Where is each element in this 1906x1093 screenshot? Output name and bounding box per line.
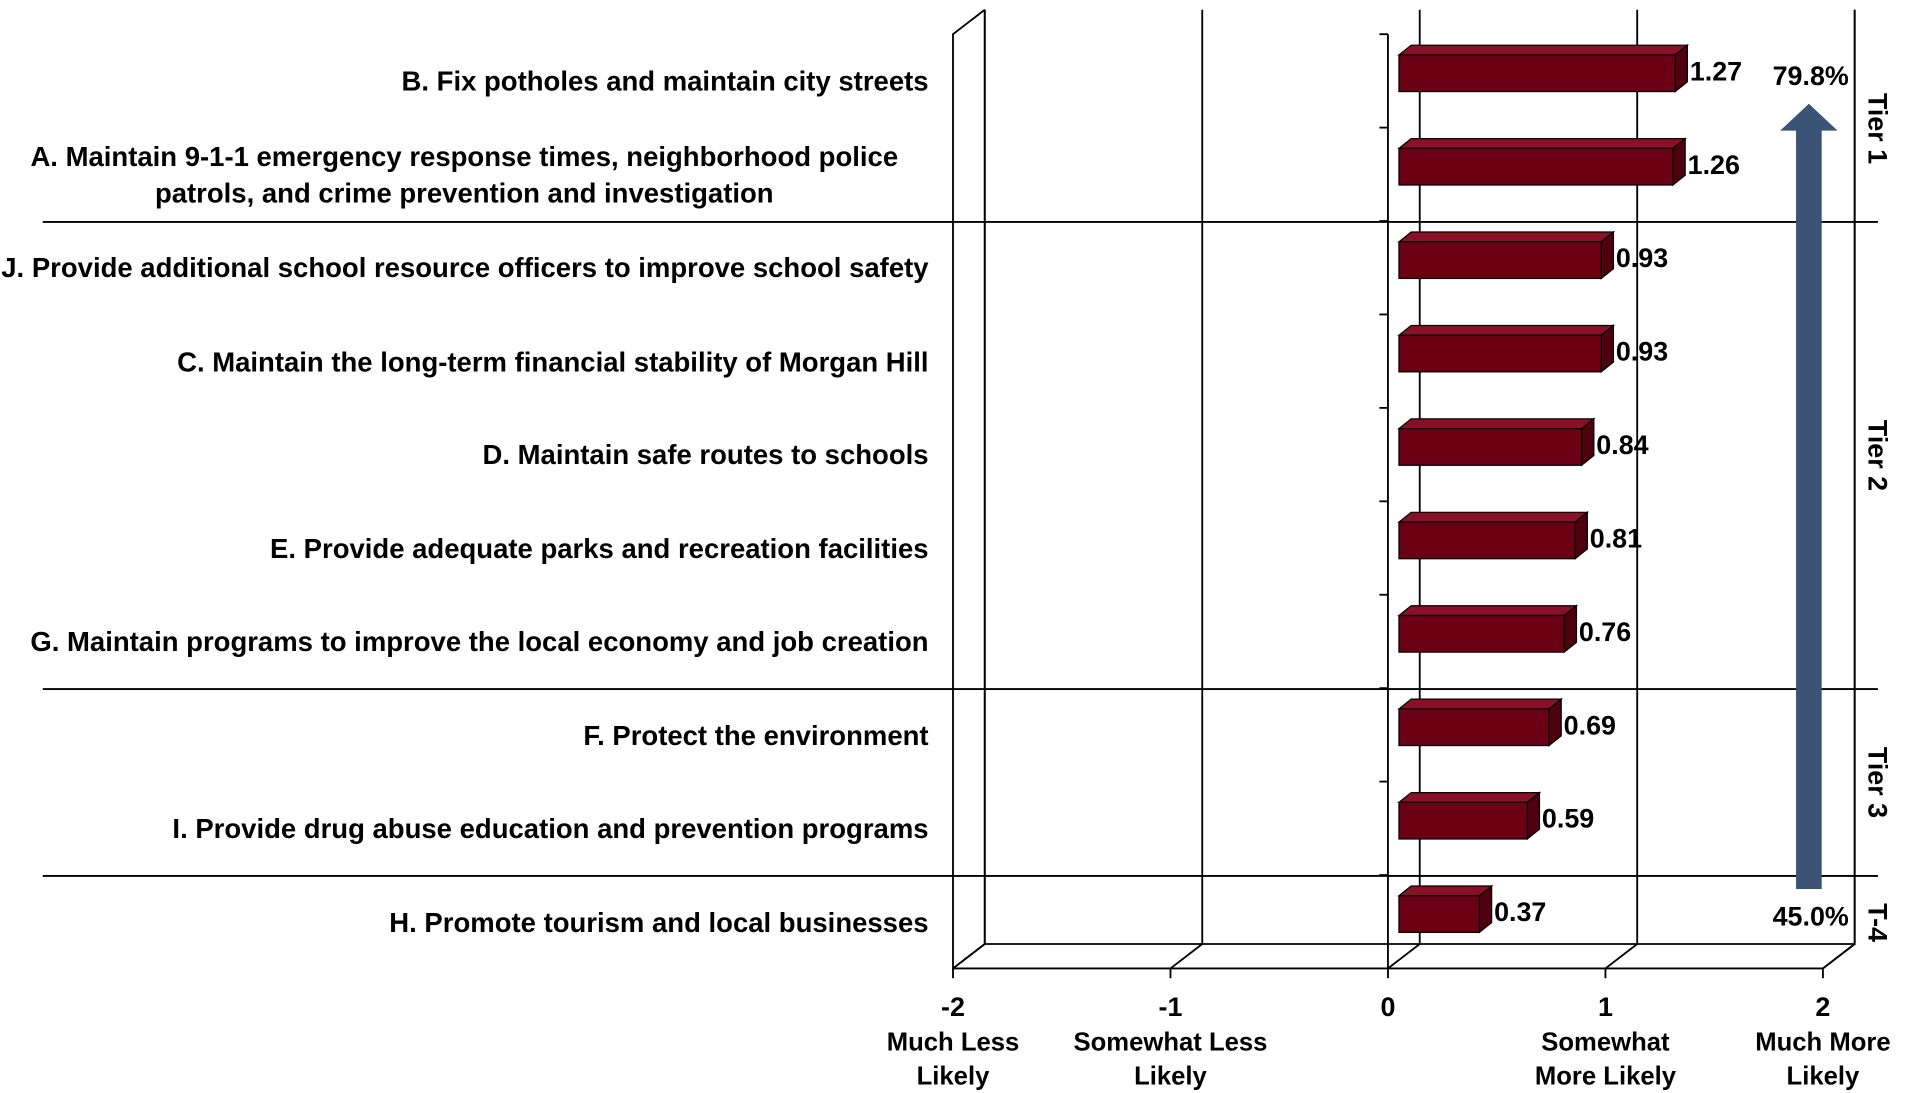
category-label: C. Maintain the long-term financial stab…: [177, 346, 929, 377]
category-label-box: B. Fix potholes and maintain city street…: [0, 35, 929, 128]
axis-label-box: Somewhat More Likely: [1534, 1028, 1677, 1091]
axis-label: Somewhat More Likely: [1534, 1028, 1677, 1091]
bar-top: [1397, 137, 1687, 149]
floor-grid-line: [952, 943, 986, 970]
axis-label-box: Somewhat Less Likely: [1073, 1028, 1268, 1091]
bar: [1397, 791, 1542, 841]
bar-top: [1397, 791, 1542, 803]
bar-top: [1397, 605, 1579, 617]
category-label-box: I. Provide drug abuse education and prev…: [0, 783, 929, 876]
bar-top: [1397, 698, 1563, 710]
axis-label: Somewhat Less Likely: [1073, 1028, 1268, 1091]
category-label-row: J. Provide additional school resource of…: [0, 222, 929, 315]
bar-front: [1398, 708, 1550, 747]
value-label: 0.84: [1596, 430, 1648, 460]
bar: [1397, 43, 1690, 93]
category-label-box: H. Promote tourism and local businesses: [0, 876, 929, 969]
floor-grid-line: [1822, 943, 1856, 970]
axis-label: Much Less Likely: [886, 1028, 1020, 1091]
category-label-box: J. Provide additional school resource of…: [0, 222, 929, 315]
tier-label: Tier 3: [1862, 747, 1892, 818]
bar-front: [1398, 147, 1674, 186]
bar-front: [1398, 801, 1528, 840]
bar-front: [1398, 521, 1576, 560]
tier-label: T-4: [1862, 903, 1892, 942]
x-tick-label: -1: [1159, 992, 1183, 1022]
value-label: 0.76: [1579, 617, 1631, 647]
category-label-row: A. Maintain 9-1-1 emergency response tim…: [0, 129, 929, 222]
bar: [1397, 604, 1579, 654]
category-label: G. Maintain programs to improve the loca…: [30, 626, 929, 658]
category-label-box: E. Provide adequate parks and recreation…: [0, 503, 929, 596]
category-label-box: D. Maintain safe routes to schools: [0, 409, 929, 502]
x-tick-label: 0: [1380, 992, 1395, 1022]
value-label: 0.93: [1616, 337, 1668, 367]
bar-top: [1397, 511, 1590, 523]
bar-front: [1398, 895, 1481, 934]
bar-top: [1397, 418, 1596, 430]
floor-grid-line: [1169, 943, 1203, 970]
floor-grid-line: [1387, 943, 1421, 970]
bar-front: [1398, 614, 1565, 653]
category-label-box: G. Maintain programs to improve the loca…: [0, 596, 929, 689]
bar-front: [1398, 334, 1602, 373]
category-label-row: F. Protect the environment: [0, 689, 929, 782]
category-label: D. Maintain safe routes to schools: [482, 439, 929, 471]
tier-label: Tier 2: [1862, 420, 1892, 491]
bar-top: [1397, 885, 1494, 897]
category-label: H. Promote tourism and local businesses: [389, 906, 929, 938]
value-label: 0.59: [1542, 804, 1594, 834]
value-label: 0.81: [1590, 523, 1642, 553]
arrow-head: [1780, 103, 1838, 131]
category-label-row: D. Maintain safe routes to schools: [0, 409, 929, 502]
arrow-top-label: 79.8%: [1773, 61, 1849, 91]
bar: [1397, 697, 1563, 747]
category-label: F. Protect the environment: [583, 719, 929, 751]
floor-grid-line: [1604, 943, 1638, 970]
bar-front: [1398, 54, 1676, 93]
bar: [1397, 511, 1590, 560]
category-label: E. Provide adequate parks and recreation…: [270, 533, 929, 564]
arrow-bottom-label: 45.0%: [1773, 901, 1849, 931]
category-label-row: I. Provide drug abuse education and prev…: [0, 783, 929, 876]
axis-label-box: Much More Likely: [1755, 1028, 1891, 1091]
bar: [1397, 417, 1596, 467]
category-label-row: E. Provide adequate parks and recreation…: [0, 503, 929, 596]
category-label-row: B. Fix potholes and maintain city street…: [0, 35, 929, 128]
category-label: J. Provide additional school resource of…: [1, 252, 929, 284]
category-label: I. Provide drug abuse education and prev…: [172, 813, 929, 844]
bar-top: [1397, 44, 1690, 56]
bar: [1397, 137, 1687, 187]
category-label-box: C. Maintain the long-term financial stab…: [0, 316, 929, 409]
category-label: B. Fix potholes and maintain city street…: [401, 65, 929, 97]
category-label-row: G. Maintain programs to improve the loca…: [0, 596, 929, 689]
axis-label-box: Much Less Likely: [886, 1028, 1020, 1091]
value-label: 1.27: [1690, 56, 1742, 86]
bar: [1397, 230, 1616, 280]
x-tick-label: 1: [1598, 992, 1613, 1022]
bar: [1397, 884, 1494, 934]
category-label: A. Maintain 9-1-1 emergency response tim…: [30, 141, 899, 209]
value-label: 1.26: [1688, 150, 1740, 180]
tier-label: Tier 1: [1862, 93, 1892, 164]
bar-top: [1397, 324, 1616, 336]
category-label-box: A. Maintain 9-1-1 emergency response tim…: [0, 129, 929, 222]
left-wall: [952, 9, 986, 971]
bar: [1397, 324, 1616, 374]
bar-front: [1398, 241, 1602, 280]
axis-label: Much More Likely: [1755, 1028, 1891, 1091]
x-tick-label: 2: [1815, 992, 1830, 1022]
category-label-box: F. Protect the environment: [0, 689, 929, 782]
bar-front: [1398, 428, 1583, 466]
value-label: 0.69: [1564, 710, 1616, 740]
bar-top: [1397, 231, 1616, 243]
value-label: 0.37: [1494, 897, 1546, 927]
category-label-row: C. Maintain the long-term financial stab…: [0, 316, 929, 409]
arrow-shaft: [1796, 128, 1822, 890]
value-label: 0.93: [1616, 243, 1668, 273]
x-tick-label: -2: [941, 992, 965, 1022]
category-label-row: H. Promote tourism and local businesses: [0, 876, 929, 969]
